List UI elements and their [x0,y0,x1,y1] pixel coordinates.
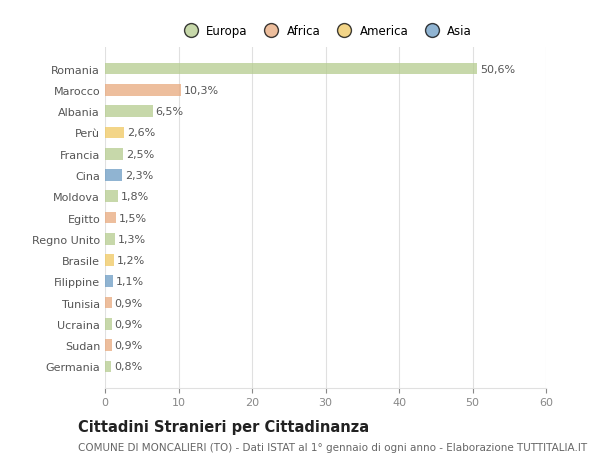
Text: 1,3%: 1,3% [118,234,146,244]
Text: 1,8%: 1,8% [121,192,149,202]
Text: 0,8%: 0,8% [114,362,142,372]
Bar [105,191,118,202]
Bar [105,361,111,372]
Bar [105,234,115,245]
Text: 6,5%: 6,5% [156,107,184,117]
Bar [105,149,124,160]
Bar [105,106,153,118]
Text: 0,9%: 0,9% [115,298,143,308]
Bar [105,127,124,139]
Bar [105,212,116,224]
Text: 1,2%: 1,2% [117,256,145,265]
Legend: Europa, Africa, America, Asia: Europa, Africa, America, Asia [175,20,476,43]
Bar [105,85,181,96]
Text: 0,9%: 0,9% [115,341,143,350]
Text: 10,3%: 10,3% [184,86,219,95]
Text: Cittadini Stranieri per Cittadinanza: Cittadini Stranieri per Cittadinanza [78,419,369,434]
Bar [105,64,477,75]
Text: 0,9%: 0,9% [115,319,143,329]
Bar [105,255,114,266]
Bar [105,297,112,309]
Text: 50,6%: 50,6% [480,64,515,74]
Text: 1,1%: 1,1% [116,277,144,287]
Bar [105,276,113,287]
Text: 2,5%: 2,5% [127,149,155,159]
Text: 2,3%: 2,3% [125,171,153,180]
Text: 1,5%: 1,5% [119,213,147,223]
Bar [105,170,122,181]
Bar [105,340,112,351]
Text: COMUNE DI MONCALIERI (TO) - Dati ISTAT al 1° gennaio di ogni anno - Elaborazione: COMUNE DI MONCALIERI (TO) - Dati ISTAT a… [78,442,587,452]
Bar [105,318,112,330]
Text: 2,6%: 2,6% [127,128,155,138]
